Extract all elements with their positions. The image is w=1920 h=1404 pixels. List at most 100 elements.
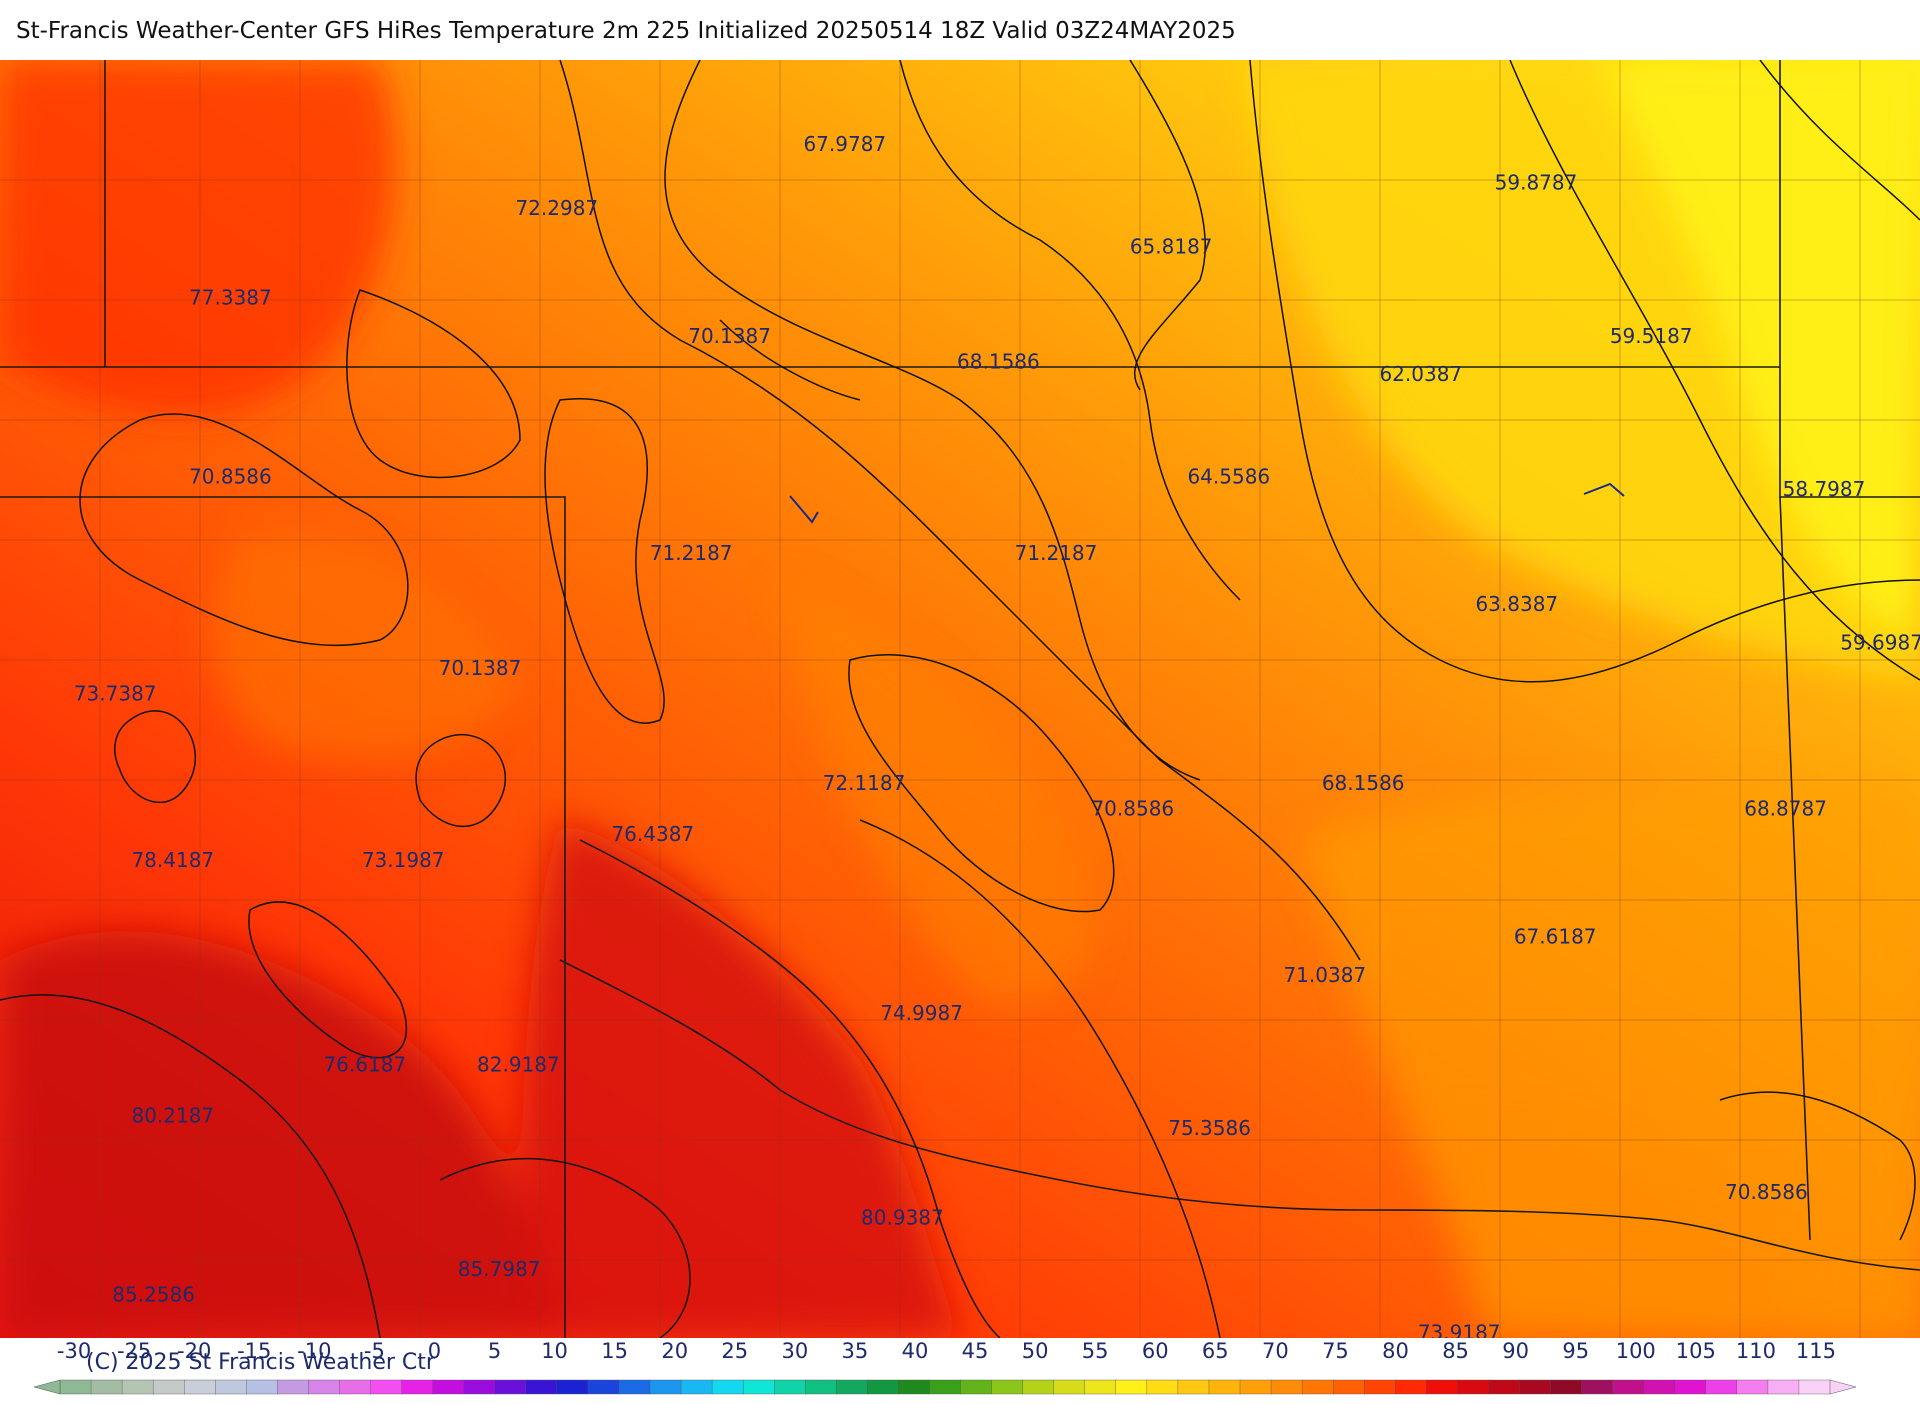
legend-swatch-19 xyxy=(618,1379,651,1395)
legend-swatch-31 xyxy=(991,1379,1024,1395)
temperature-label-31: 80.2187 xyxy=(131,1103,214,1127)
legend-swatch-3 xyxy=(121,1379,154,1395)
zone-hot-south xyxy=(520,820,960,1338)
legend-swatch-53 xyxy=(1674,1379,1707,1395)
legend-swatch-15 xyxy=(494,1379,527,1395)
legend-swatch-22 xyxy=(711,1379,744,1395)
temperature-label-16: 59.6987 xyxy=(1840,631,1920,655)
temperature-label-13: 71.2187 xyxy=(650,541,733,565)
temperature-label-26: 67.6187 xyxy=(1514,924,1597,948)
map-title: St-Francis Weather-Center GFS HiRes Temp… xyxy=(16,18,1236,44)
legend-tick-14: 35 xyxy=(842,1339,869,1363)
temperature-label-19: 72.1187 xyxy=(823,771,906,795)
legend-tick-22: 75 xyxy=(1322,1339,1349,1363)
legend-swatch-36 xyxy=(1146,1379,1179,1395)
legend-tick-18: 55 xyxy=(1082,1339,1109,1363)
legend-swatch-25 xyxy=(805,1379,838,1395)
color-legend: -30 -25 -20 -15 -10 -5 0 5 10 15 20 25 30 35 40 45 50 55 6… xyxy=(0,1338,1920,1400)
legend-swatch-20 xyxy=(649,1379,682,1395)
legend-tick-25: 90 xyxy=(1502,1339,1529,1363)
temperature-zones xyxy=(0,60,1920,1338)
legend-swatch-44 xyxy=(1395,1379,1428,1395)
legend-swatch-37 xyxy=(1177,1379,1210,1395)
legend-swatch-26 xyxy=(836,1379,869,1395)
temperature-label-17: 73.7387 xyxy=(74,682,157,706)
temperature-label-21: 68.1586 xyxy=(1322,771,1405,795)
legend-tick-27: 100 xyxy=(1616,1339,1656,1363)
legend-swatch-39 xyxy=(1239,1379,1272,1395)
legend-tick-2: -25 xyxy=(117,1339,151,1363)
legend-swatch-40 xyxy=(1270,1379,1303,1395)
legend-tick-19: 60 xyxy=(1142,1339,1169,1363)
legend-swatch-50 xyxy=(1581,1379,1614,1395)
isotherm-contours xyxy=(0,60,1920,1338)
legend-swatch-28 xyxy=(898,1379,931,1395)
legend-tick-1: -30 xyxy=(57,1339,91,1363)
legend-swatch-41 xyxy=(1301,1379,1334,1395)
legend-swatch-56 xyxy=(1767,1379,1800,1395)
legend-tick-30: 115 xyxy=(1796,1339,1836,1363)
temperature-label-34: 80.9387 xyxy=(861,1206,944,1230)
legend-swatch-38 xyxy=(1208,1379,1241,1395)
legend-swatch-45 xyxy=(1426,1379,1459,1395)
legend-canvas: -30 -25 -20 -15 -10 -5 0 5 10 15 20 25 30 35 40 45 50 55 6… xyxy=(33,1339,1857,1395)
temperature-label-23: 78.4187 xyxy=(131,848,214,872)
legend-swatch-29 xyxy=(929,1379,962,1395)
temperature-label-9: 59.5187 xyxy=(1610,324,1693,348)
legend-tick-28: 105 xyxy=(1676,1339,1716,1363)
legend-swatch-23 xyxy=(742,1379,776,1395)
legend-swatch-48 xyxy=(1519,1379,1552,1395)
legend-tick-labels: -30 -25 -20 -15 -10 -5 0 5 10 15 20 25 30 35 40 45 50 55 6… xyxy=(57,1339,1836,1363)
temperature-label-24: 73.1987 xyxy=(362,848,445,872)
temperature-label-15: 63.8387 xyxy=(1475,592,1558,616)
legend-swatch-42 xyxy=(1332,1379,1366,1395)
legend-tick-21: 70 xyxy=(1262,1339,1289,1363)
zone-orange-east xyxy=(1440,1115,1800,1338)
wind-barbs xyxy=(789,482,1625,524)
temperature-label-28: 74.9987 xyxy=(880,1001,963,1025)
legend-swatch-13 xyxy=(432,1379,465,1395)
temperature-label-3: 77.3387 xyxy=(189,285,272,309)
legend-tick-29: 110 xyxy=(1736,1339,1776,1363)
legend-swatch-11 xyxy=(370,1379,403,1395)
legend-tick-12: 25 xyxy=(721,1339,748,1363)
temperature-label-10: 70.8586 xyxy=(189,464,272,488)
legend-tick-3: -20 xyxy=(177,1339,211,1363)
legend-swatch-10 xyxy=(339,1379,372,1395)
legend-swatch-54 xyxy=(1705,1379,1738,1395)
legend-swatch-32 xyxy=(1022,1379,1055,1395)
temperature-label-7: 68.1586 xyxy=(957,349,1040,373)
legend-tick-8: 5 xyxy=(488,1339,501,1363)
zone-orange-center xyxy=(212,536,520,760)
legend-swatch-2 xyxy=(90,1379,123,1395)
temperature-label-25: 76.4387 xyxy=(611,822,694,846)
legend-tick-24: 85 xyxy=(1442,1339,1469,1363)
legend-swatch-7 xyxy=(246,1379,279,1395)
temperature-map[interactable]: 67.9787 72.2987 77.3387 65.8187 59.8787 70.13… xyxy=(0,60,1920,1338)
temperature-label-27: 71.0387 xyxy=(1283,963,1366,987)
legend-tick-26: 95 xyxy=(1562,1339,1589,1363)
temperature-label-5: 59.8787 xyxy=(1495,170,1578,194)
legend-swatch-55 xyxy=(1736,1379,1769,1395)
temperature-label-36: 85.7987 xyxy=(458,1257,541,1281)
legend-swatch-27 xyxy=(867,1379,900,1395)
legend-tick-9: 10 xyxy=(541,1339,568,1363)
legend-tick-16: 45 xyxy=(962,1339,989,1363)
legend-swatch-47 xyxy=(1488,1379,1521,1395)
legend-tick-15: 40 xyxy=(902,1339,929,1363)
temperature-label-30: 82.9187 xyxy=(477,1052,560,1076)
legend-tick-13: 30 xyxy=(781,1339,808,1363)
temperature-value-labels: 67.9787 72.2987 77.3387 65.8187 59.8787 70.13… xyxy=(74,132,1920,1338)
legend-swatch-24 xyxy=(774,1379,807,1395)
legend-swatch-1 xyxy=(59,1379,92,1395)
temperature-label-20: 70.8586 xyxy=(1091,797,1174,821)
temperature-label-35: 85.2586 xyxy=(112,1282,195,1306)
temperature-label-22: 68.8787 xyxy=(1744,797,1827,821)
legend-swatch-14 xyxy=(463,1379,496,1395)
temperature-label-29: 76.6187 xyxy=(323,1052,406,1076)
legend-arrow-high xyxy=(1829,1379,1857,1395)
legend-swatch-9 xyxy=(308,1379,341,1395)
legend-tick-20: 65 xyxy=(1202,1339,1229,1363)
zone-orange-mid xyxy=(780,580,1093,1004)
wind-barb-1 xyxy=(789,495,819,524)
